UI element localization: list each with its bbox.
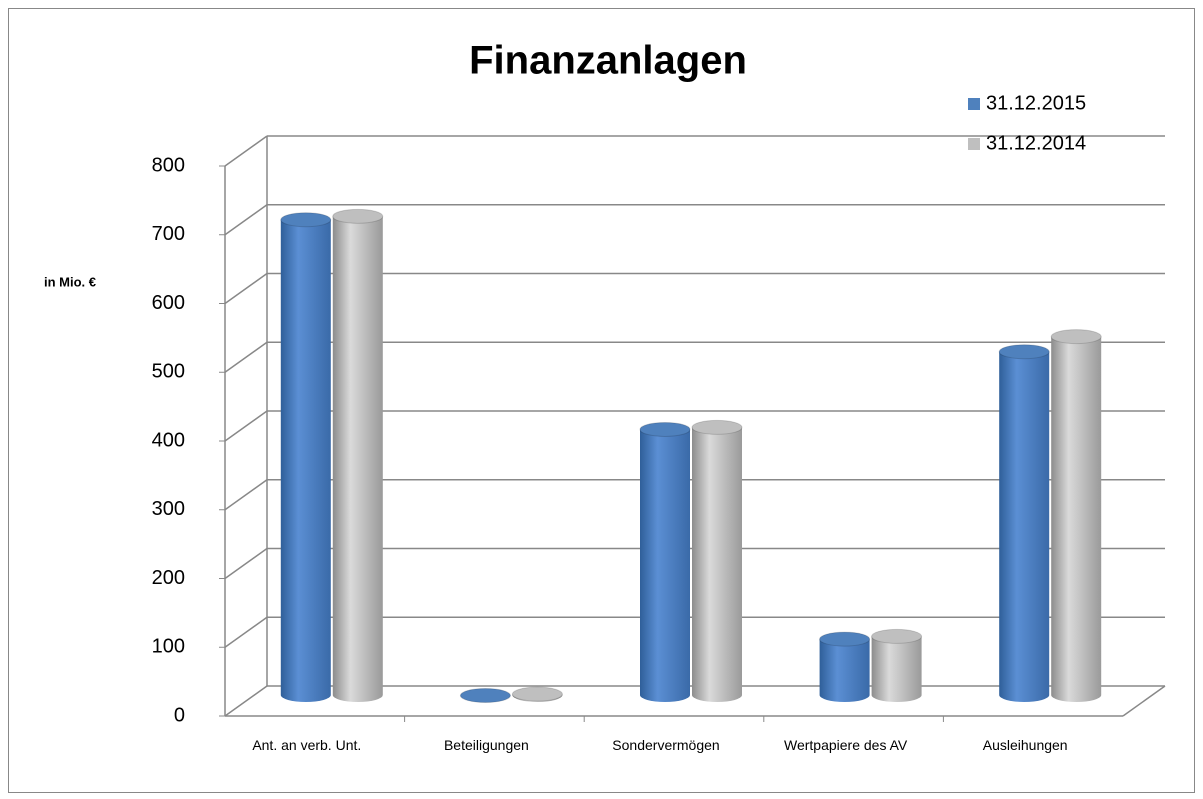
chart-border [8, 8, 1195, 793]
y-tick-label: 500 [152, 361, 185, 383]
grid-line-side [224, 547, 268, 580]
bar-body [332, 216, 383, 703]
grid-line-side [224, 135, 268, 167]
bar [332, 208, 384, 703]
grid-line-side [224, 479, 268, 511]
bar-body [1051, 336, 1102, 703]
y-tick-label: 300 [152, 498, 185, 520]
y-tick-label: 800 [152, 154, 185, 176]
bar [998, 344, 1050, 703]
x-tick-label: Ausleihungen [982, 737, 1068, 753]
bar [459, 688, 511, 703]
bar [691, 419, 743, 702]
bar [280, 212, 332, 703]
bar-top [332, 208, 384, 224]
bar-body [640, 429, 690, 702]
y-tick-label: 200 [152, 567, 185, 589]
bar-top [511, 686, 563, 702]
grid-line-side [224, 341, 268, 373]
bar-body [871, 636, 922, 703]
y-tick-label: 100 [152, 636, 185, 658]
bar [511, 686, 563, 703]
bar-body [999, 351, 1050, 703]
bar [819, 631, 871, 703]
bar-top [871, 628, 923, 644]
y-tick-label: 600 [152, 292, 185, 314]
x-tick-label: Wertpapiere des AV [783, 737, 908, 753]
legend-label: 31.12.2014 [986, 132, 1086, 154]
bar-body [280, 219, 331, 703]
bar-top [459, 688, 511, 703]
bar-top [998, 344, 1050, 360]
grid-line-side [224, 272, 268, 305]
bar [871, 628, 923, 703]
chart-title: Finanzanlagen [469, 39, 747, 83]
bar-top [819, 631, 871, 647]
x-tick-label: Sondervermögen [612, 737, 720, 753]
legend-label: 31.12.2015 [986, 92, 1086, 114]
y-tick-label: 400 [152, 429, 185, 451]
bar-body [819, 639, 870, 703]
floor-right [1122, 685, 1166, 717]
bar-top [1050, 329, 1102, 345]
legend-swatch [968, 138, 980, 150]
grid-line-side [224, 204, 268, 236]
y-tick-label: 0 [174, 704, 185, 726]
x-tick-label: Ant. an verb. Unt. [252, 737, 362, 753]
x-tick-label: Beteiligungen [443, 737, 529, 753]
grid-line-side [224, 616, 268, 648]
y-tick-label: 700 [152, 223, 185, 245]
bar-top [280, 212, 332, 228]
grid-line-side [224, 410, 268, 442]
bar-top [691, 419, 743, 435]
bar [639, 421, 691, 702]
bar-body [692, 427, 742, 702]
bar-top [639, 421, 691, 437]
grid-line-side [224, 685, 268, 717]
legend-swatch [968, 98, 980, 110]
bar [1050, 329, 1102, 703]
y-axis-label: in Mio. € [44, 274, 96, 289]
